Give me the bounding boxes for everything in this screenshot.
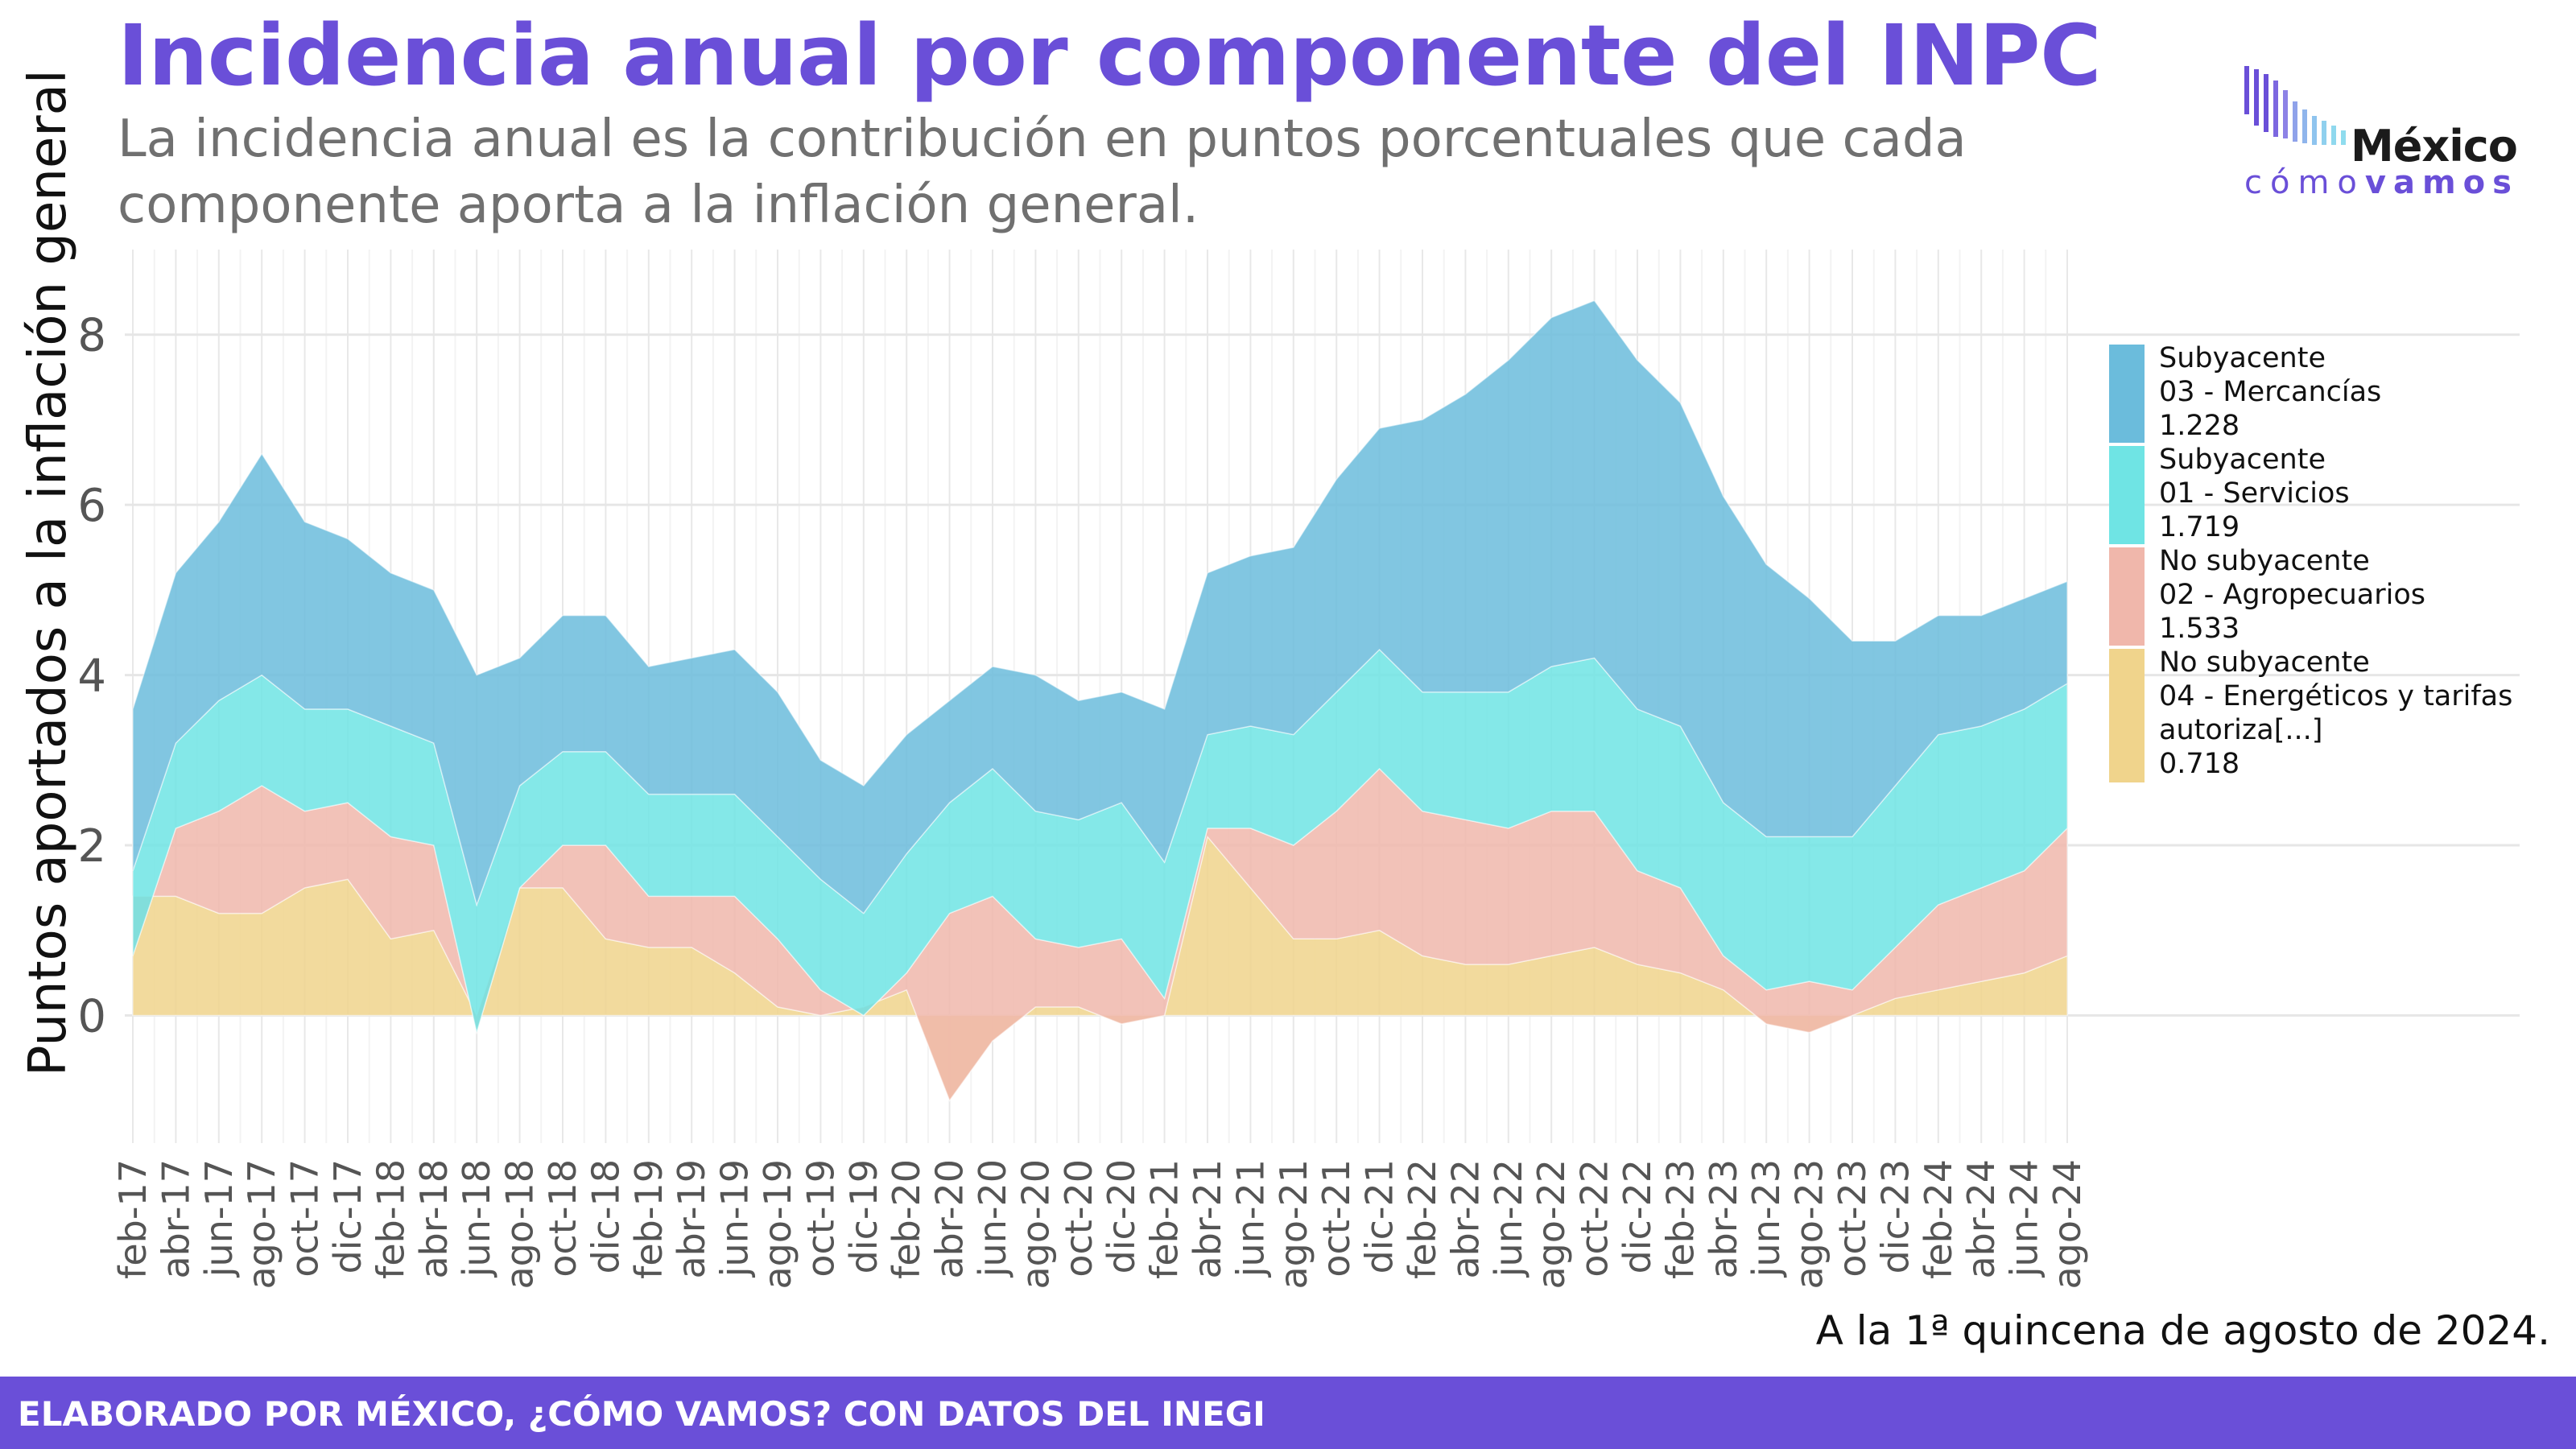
x-tick-label: feb-21 <box>1143 1159 1187 1279</box>
x-tick-label: dic-17 <box>326 1159 369 1274</box>
legend-value: 1.228 <box>2159 410 2240 442</box>
x-tick-label: feb-17 <box>111 1159 155 1279</box>
mexico-como-vamos-logo: México cómovamos <box>2238 56 2528 209</box>
x-tick-label: dic-20 <box>1100 1159 1143 1274</box>
x-tick-label: feb-18 <box>369 1159 412 1279</box>
x-tick-label: feb-24 <box>1917 1159 1960 1279</box>
logo-tagline-a: cómo <box>2244 164 2365 201</box>
y-tick-label: 6 <box>77 480 106 532</box>
legend-component: 02 - Agropecuarios <box>2159 579 2425 611</box>
x-tick-label: ago-24 <box>2046 1159 2089 1290</box>
legend: Subyacente 03 - Mercancías 1.228 Subyace… <box>2109 341 2560 782</box>
legend-label: No subyacente 02 - Agropecuarios 1.533 <box>2159 544 2425 646</box>
chart-title: Incidencia anual por componente del INPC <box>118 6 2101 105</box>
x-tick-label: jun-22 <box>1487 1159 1530 1278</box>
legend-label: No subyacente 04 - Energéticos y tarifas… <box>2159 646 2512 781</box>
y-axis-label: Puntos aportados a la inflación general <box>19 69 78 1076</box>
x-tick-label: abr-23 <box>1702 1159 1745 1279</box>
legend-extra: autoriza[...] <box>2159 714 2323 746</box>
stacked-areas <box>132 299 2068 1102</box>
x-tick-label: ago-20 <box>1013 1159 1057 1290</box>
x-tick-label: jun-23 <box>1744 1159 1788 1278</box>
x-tick-label: ago-18 <box>498 1159 542 1290</box>
x-tick-label: ago-22 <box>1530 1159 1573 1290</box>
x-tick-label: oct-20 <box>1057 1159 1100 1278</box>
logo-tagline-b: vamos <box>2364 164 2519 201</box>
chart-subtitle: La incidencia anual es la contribución e… <box>118 109 1967 235</box>
legend-label: Subyacente 01 - Servicios 1.719 <box>2159 443 2350 544</box>
x-tick-label: oct-18 <box>541 1159 584 1278</box>
x-tick-label: abr-19 <box>670 1159 713 1279</box>
logo-brand: México <box>2351 121 2518 171</box>
x-tick-label: abr-22 <box>1443 1159 1487 1279</box>
date-caption: A la 1ª quincena de agosto de 2024. <box>1815 1307 2550 1354</box>
legend-component: 01 - Servicios <box>2159 477 2350 510</box>
x-tick-label: abr-24 <box>1959 1159 2003 1279</box>
x-tick-label: jun-21 <box>1228 1159 1272 1278</box>
legend-item-agropecuarios: No subyacente 02 - Agropecuarios 1.533 <box>2109 544 2560 646</box>
x-tick-label: ago-19 <box>756 1159 799 1290</box>
x-tick-label: dic-18 <box>584 1159 627 1274</box>
x-tick-label: oct-23 <box>1831 1159 1874 1278</box>
logo-tagline: cómovamos <box>2244 164 2519 201</box>
legend-group: No subyacente <box>2159 646 2370 679</box>
x-tick-label: jun-24 <box>2003 1159 2046 1278</box>
legend-component: 03 - Mercancías <box>2159 376 2382 408</box>
x-tick-label: ago-17 <box>240 1159 283 1290</box>
x-tick-label: jun-18 <box>455 1159 498 1278</box>
x-tick-label: oct-21 <box>1315 1159 1358 1278</box>
x-tick-label: abr-18 <box>412 1159 456 1279</box>
x-tick-label: feb-23 <box>1658 1159 1702 1279</box>
legend-swatch <box>2109 649 2145 782</box>
x-tick-label: dic-19 <box>842 1159 886 1274</box>
x-tick-label: oct-17 <box>283 1159 327 1278</box>
area-series-mercancias <box>132 299 2068 914</box>
legend-group: Subyacente <box>2159 342 2326 374</box>
legend-item-mercancias: Subyacente 03 - Mercancías 1.228 <box>2109 341 2560 443</box>
x-tick-label: dic-21 <box>1358 1159 1402 1274</box>
legend-group: Subyacente <box>2159 444 2326 476</box>
legend-swatch <box>2109 547 2145 646</box>
x-tick-labels: feb-17 abr-17 jun-17 ago-17 oct-17 dic-17 feb-… <box>111 1159 2089 1290</box>
legend-component: 04 - Energéticos y tarifas <box>2159 680 2513 712</box>
legend-value: 1.719 <box>2159 511 2240 543</box>
x-tick-label: oct-22 <box>1573 1159 1616 1278</box>
x-tick-label: feb-19 <box>627 1159 671 1279</box>
x-tick-label: abr-21 <box>1186 1159 1229 1279</box>
x-tick-label: oct-19 <box>799 1159 842 1278</box>
legend-swatch <box>2109 345 2145 443</box>
x-tick-label: feb-22 <box>1401 1159 1444 1279</box>
legend-label: Subyacente 03 - Mercancías 1.228 <box>2159 341 2381 443</box>
y-tick-labels: 0 2 4 6 8 <box>77 310 106 1043</box>
x-tick-label: dic-23 <box>1873 1159 1917 1274</box>
x-tick-label: dic-22 <box>1616 1159 1659 1274</box>
legend-item-servicios: Subyacente 01 - Servicios 1.719 <box>2109 443 2560 544</box>
y-tick-label: 0 <box>77 990 106 1042</box>
x-tick-label: jun-20 <box>971 1159 1014 1278</box>
y-tick-label: 8 <box>77 310 106 362</box>
y-tick-label: 4 <box>77 650 106 703</box>
legend-value: 0.718 <box>2159 748 2240 780</box>
x-tick-label: abr-17 <box>154 1159 197 1279</box>
x-tick-label: ago-23 <box>1788 1159 1831 1290</box>
x-tick-label: ago-21 <box>1272 1159 1315 1290</box>
x-tick-label: jun-17 <box>197 1159 241 1278</box>
x-tick-label: abr-20 <box>928 1159 972 1279</box>
legend-item-energeticos: No subyacente 04 - Energéticos y tarifas… <box>2109 646 2560 782</box>
legend-group: No subyacente <box>2159 545 2370 577</box>
legend-value: 1.533 <box>2159 613 2240 645</box>
footer-bar: ELABORADO POR MÉXICO, ¿CÓMO VAMOS? CON D… <box>0 1377 2576 1449</box>
legend-swatch <box>2109 446 2145 544</box>
x-tick-label: jun-19 <box>713 1159 757 1278</box>
footer-credit: ELABORADO POR MÉXICO, ¿CÓMO VAMOS? CON D… <box>18 1394 1265 1434</box>
x-tick-label: feb-20 <box>885 1159 928 1279</box>
y-tick-label: 2 <box>77 820 106 873</box>
